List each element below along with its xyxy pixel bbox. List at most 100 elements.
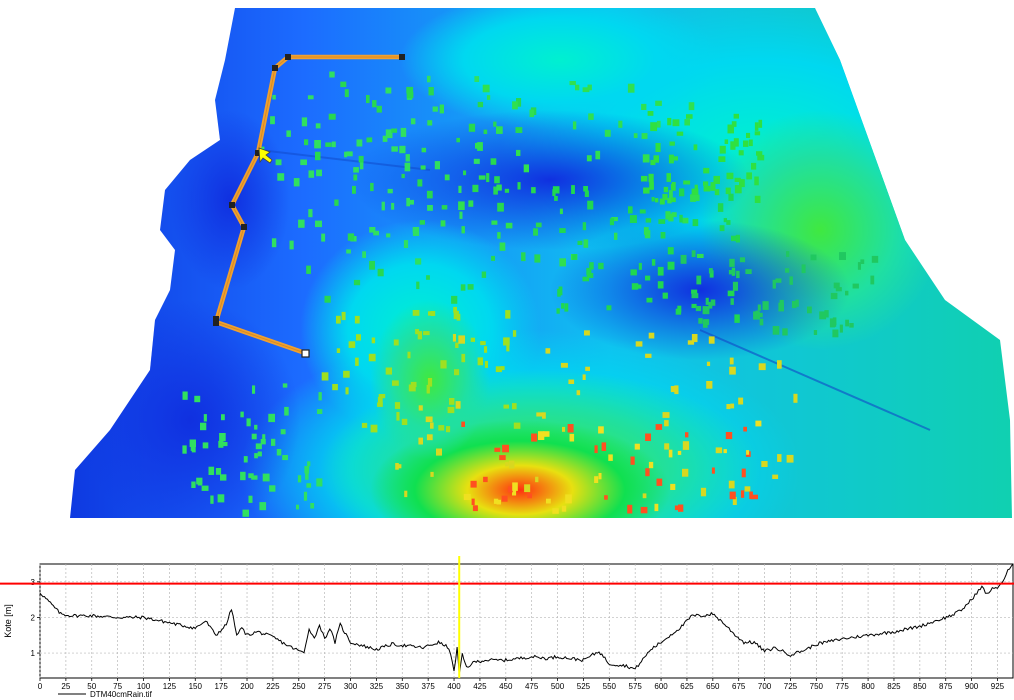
building	[729, 357, 734, 365]
building	[412, 310, 420, 316]
elevation-profile-chart[interactable]: 1 2 3 0 25 50 75 100 125 150 175 200 225 250 275 300 32…	[0, 556, 1014, 700]
building	[569, 81, 576, 86]
building	[329, 71, 335, 78]
building	[691, 289, 698, 294]
building	[356, 139, 363, 147]
building	[572, 121, 577, 130]
route-vertex[interactable]	[241, 224, 247, 230]
building	[655, 198, 659, 203]
building	[679, 214, 683, 223]
building	[641, 175, 648, 182]
building	[359, 160, 364, 170]
route-vertex[interactable]	[272, 65, 278, 71]
building	[440, 360, 447, 369]
route-vertex[interactable]	[285, 54, 291, 60]
building	[324, 295, 331, 303]
building	[583, 239, 589, 248]
building	[373, 230, 379, 236]
building	[604, 495, 608, 500]
building	[786, 251, 790, 257]
building	[660, 232, 666, 239]
building	[662, 412, 670, 418]
building	[586, 273, 594, 278]
building	[403, 240, 409, 248]
building	[727, 124, 734, 134]
building	[381, 201, 385, 211]
building	[397, 464, 402, 469]
building	[393, 339, 399, 346]
building	[251, 433, 257, 440]
building	[270, 116, 275, 125]
building	[385, 87, 392, 94]
building	[730, 298, 734, 305]
building	[732, 496, 737, 505]
building	[585, 366, 590, 371]
building	[217, 494, 225, 503]
building	[449, 398, 455, 405]
building	[725, 187, 731, 195]
building	[562, 426, 566, 432]
building	[353, 174, 358, 181]
building	[427, 205, 433, 211]
building	[698, 318, 703, 324]
building	[542, 412, 546, 419]
building	[576, 390, 581, 396]
route-vertex[interactable]	[213, 320, 219, 326]
grid-lines	[39, 564, 1013, 678]
route-vertex[interactable]	[229, 202, 235, 208]
series-layer	[39, 563, 1014, 675]
building	[813, 330, 818, 335]
profile-route[interactable]	[213, 54, 405, 358]
building	[416, 281, 420, 290]
building	[756, 151, 763, 156]
building	[307, 461, 311, 467]
building	[653, 155, 659, 163]
building	[801, 264, 806, 274]
route-end-vertex[interactable]	[301, 349, 310, 358]
building	[512, 403, 517, 410]
building	[746, 132, 751, 138]
building	[502, 444, 509, 453]
x-tick-label: 225	[266, 682, 280, 691]
building	[618, 120, 623, 128]
building	[331, 141, 336, 148]
route-vertex[interactable]	[255, 150, 261, 156]
building	[255, 443, 262, 450]
building	[190, 444, 194, 451]
building	[405, 154, 410, 162]
building	[318, 392, 322, 401]
building	[251, 475, 258, 480]
building	[439, 104, 444, 114]
terrain-map[interactable]	[0, 0, 1014, 518]
building	[395, 463, 399, 470]
building	[655, 100, 662, 106]
building	[730, 141, 736, 150]
route-vertex[interactable]	[213, 316, 219, 322]
building	[459, 211, 463, 219]
building	[497, 232, 501, 239]
building	[391, 146, 398, 152]
building	[208, 466, 215, 475]
building	[304, 139, 309, 146]
building	[512, 488, 517, 496]
building	[567, 424, 574, 433]
building	[430, 311, 436, 316]
building	[729, 491, 736, 500]
x-tick-label: 700	[758, 682, 772, 691]
building	[700, 487, 707, 497]
building	[651, 197, 655, 202]
building	[870, 275, 875, 285]
building	[456, 313, 461, 321]
building	[810, 254, 817, 261]
building	[663, 186, 669, 193]
building	[582, 87, 590, 93]
x-tick-label: 650	[706, 682, 720, 691]
building	[490, 158, 497, 165]
route-vertex[interactable]	[399, 54, 405, 60]
building	[220, 474, 227, 481]
building-footprints	[182, 71, 879, 517]
building	[656, 478, 663, 486]
x-tick-label: 425	[473, 682, 487, 691]
building	[845, 290, 849, 296]
x-tick-label: 475	[525, 682, 539, 691]
